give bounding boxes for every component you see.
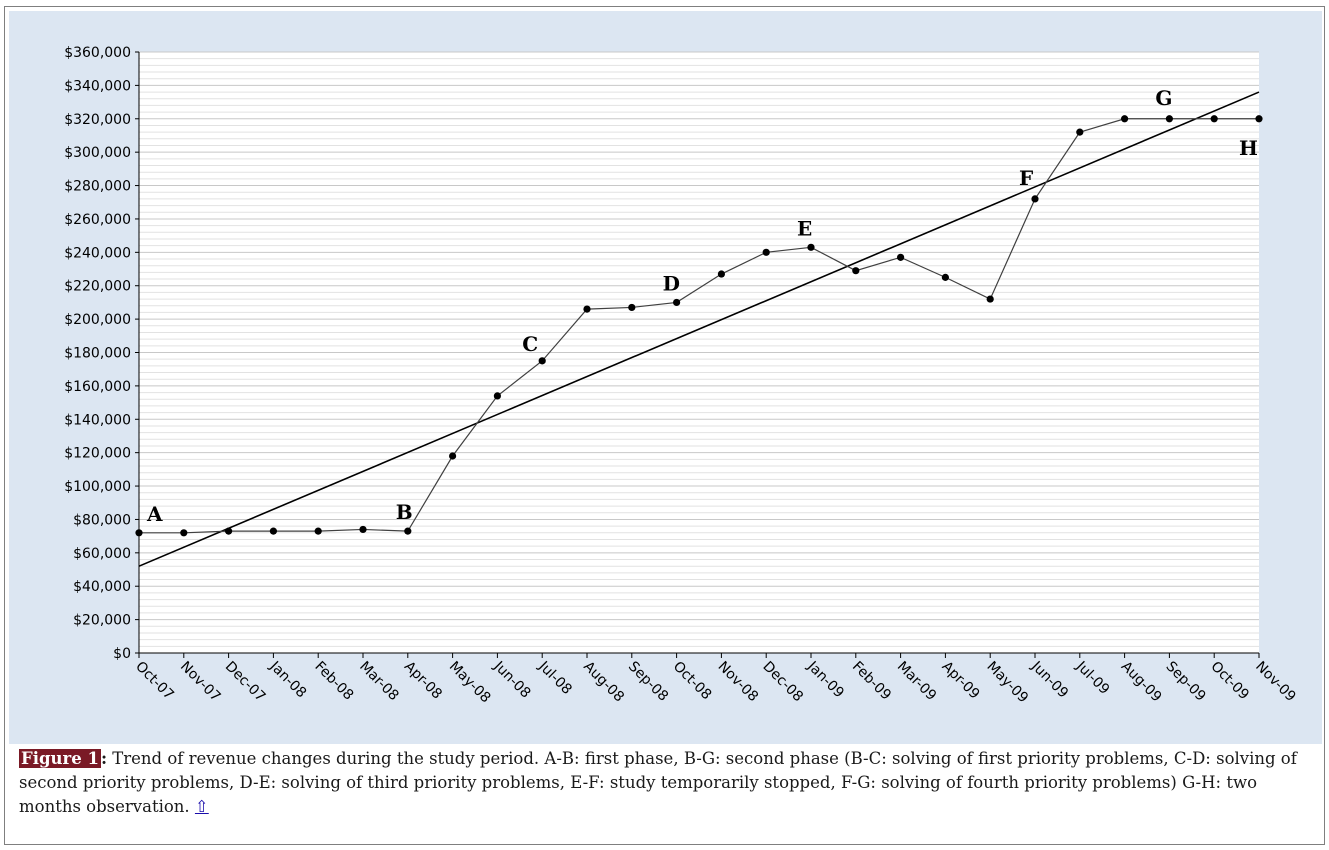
data-point: [628, 303, 636, 312]
x-tick-label: Jan-09: [803, 658, 846, 701]
annotation-label-d: D: [663, 271, 680, 295]
y-tick-label: $340,000: [64, 78, 131, 94]
annotation-label-b: B: [396, 500, 413, 524]
y-tick-label: $20,000: [73, 613, 131, 629]
y-tick-label: $200,000: [64, 312, 131, 328]
x-tick-label: Jul-08: [535, 658, 575, 698]
y-tick-label: $220,000: [64, 279, 131, 295]
y-tick-label: $80,000: [73, 512, 131, 528]
data-point: [583, 305, 591, 313]
data-point: [449, 452, 457, 460]
data-point: [314, 527, 322, 535]
back-to-top-icon[interactable]: ⇧: [194, 797, 209, 816]
x-tick-label: Nov-09: [1252, 659, 1299, 706]
y-tick-label: $260,000: [64, 212, 131, 228]
x-tick-label: Mar-09: [894, 659, 940, 705]
data-point: [404, 527, 412, 535]
x-tick-label: May-09: [983, 659, 1031, 707]
data-point: [941, 273, 950, 281]
x-tick-label: Jan-08: [266, 658, 309, 701]
x-tick-label: Dec-08: [759, 659, 806, 706]
data-point: [538, 357, 546, 365]
data-point: [852, 267, 860, 275]
y-tick-label: $100,000: [64, 479, 131, 495]
data-point: [493, 392, 501, 400]
data-point: [359, 525, 367, 534]
data-point: [807, 243, 815, 251]
x-tick-label: Apr-08: [401, 659, 445, 703]
x-tick-label: Nov-08: [715, 659, 762, 706]
y-tick-label: $120,000: [64, 446, 131, 462]
annotation-label-e: E: [797, 216, 812, 240]
x-tick-label: Oct-09: [1207, 659, 1252, 704]
y-tick-label: $280,000: [64, 179, 131, 195]
y-tick-label: $180,000: [64, 346, 131, 362]
x-tick-label: Oct-08: [670, 659, 715, 704]
figure-frame: $0 $20,000 $40,000 $60,000 $80,000 $100,000 $1…: [4, 6, 1325, 845]
x-tick-label: Apr-09: [939, 659, 983, 703]
data-point: [1031, 195, 1039, 203]
data-point: [1165, 115, 1173, 123]
data-point: [1076, 128, 1084, 136]
x-tick-label: Aug-09: [1118, 659, 1165, 706]
data-point: [897, 253, 905, 261]
data-point: [762, 248, 770, 256]
x-tick-label: Sep-09: [1163, 659, 1209, 705]
data-point: [1121, 115, 1129, 123]
y-tick-label: $240,000: [64, 245, 131, 261]
annotation-label-a: A: [146, 502, 163, 526]
y-tick-label: $160,000: [64, 379, 131, 395]
chart-area: $0 $20,000 $40,000 $60,000 $80,000 $100,000 $1…: [9, 11, 1322, 744]
y-tick-label: $40,000: [73, 579, 131, 595]
y-tick-label: $320,000: [64, 112, 131, 128]
y-tick-label: $300,000: [64, 145, 131, 161]
y-tick-label: $60,000: [73, 546, 131, 562]
data-point: [269, 527, 277, 535]
data-point: [673, 298, 681, 307]
x-tick-label: Jun-09: [1027, 658, 1071, 702]
x-tick-label: Dec-07: [222, 659, 269, 706]
x-tick-label: Feb-09: [849, 659, 894, 704]
figure-caption: Figure 1: Trend of revenue changes durin…: [19, 747, 1319, 819]
figure-label-colon: :: [100, 749, 108, 768]
series-line-revenue: [139, 118, 1259, 534]
x-tick-label: Mar-08: [356, 659, 402, 705]
data-point: [986, 295, 994, 303]
revenue-line-chart: $0 $20,000 $40,000 $60,000 $80,000 $100,000 $1…: [64, 45, 1299, 707]
x-tick-label: Jul-09: [1072, 658, 1112, 698]
x-tick-label: Nov-07: [177, 659, 224, 706]
annotation-label-c: C: [522, 332, 538, 356]
x-tick-label: May-08: [446, 659, 494, 707]
x-tick-label: Sep-08: [625, 659, 671, 705]
data-point: [1255, 115, 1263, 123]
x-tick-label: Feb-08: [311, 659, 356, 704]
figure-label: Figure 1: [19, 749, 101, 768]
data-point: [225, 527, 233, 535]
annotation-label-f: F: [1019, 166, 1033, 190]
trendline: [138, 91, 1260, 567]
annotation-label-h: H: [1239, 136, 1258, 160]
y-tick-label: $0: [113, 646, 131, 662]
caption-text: Trend of revenue changes during the stud…: [19, 749, 1297, 816]
data-point: [1210, 115, 1218, 123]
x-tick-label: Aug-08: [580, 659, 627, 706]
x-tick-label: Oct-07: [132, 659, 177, 704]
y-tick-label: $360,000: [64, 45, 131, 61]
x-tick-label: Jun-08: [490, 658, 534, 702]
data-point: [180, 529, 188, 537]
y-tick-label: $140,000: [64, 412, 131, 428]
data-point: [135, 529, 143, 537]
data-point: [717, 270, 726, 278]
annotation-label-g: G: [1155, 86, 1172, 110]
